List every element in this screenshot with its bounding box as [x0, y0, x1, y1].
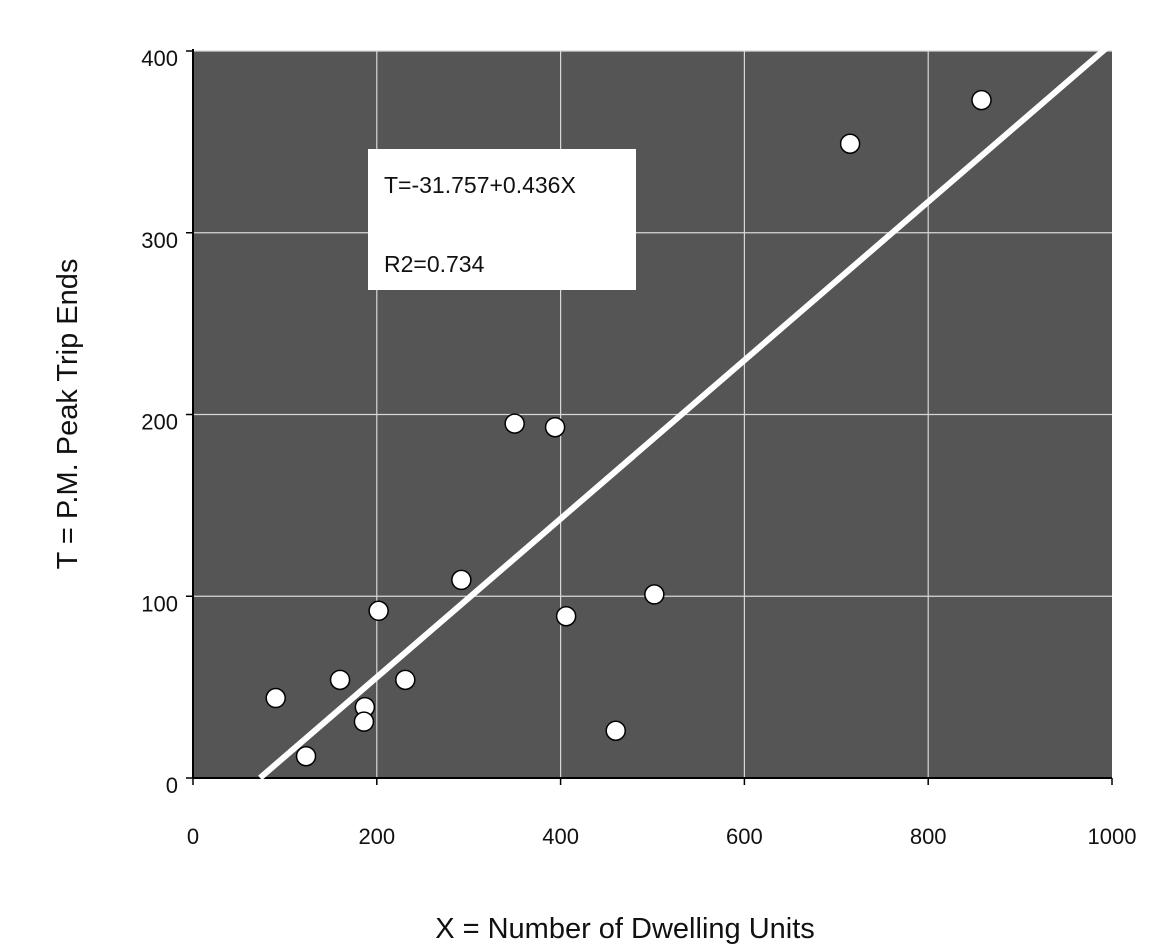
- r-squared-label: R2=0.734: [384, 251, 485, 277]
- y-tick-label-4: 400: [141, 46, 178, 71]
- annotation-box: T=-31.757+0.436X R2=0.734: [368, 149, 636, 290]
- x-tick-label-3: 600: [726, 824, 763, 849]
- data-points: [265, 89, 992, 767]
- y-tick-label-0: 0: [166, 773, 178, 798]
- x-tick-label-1: 200: [358, 824, 395, 849]
- data-point-10: [555, 605, 577, 627]
- data-point-5: [368, 600, 389, 622]
- fit-line-group: [258, 41, 1114, 781]
- tick-labels: 0 200 400 600 800 1000 0 100 200 300 400: [141, 46, 1136, 849]
- data-point-1: [295, 745, 317, 767]
- axes: [186, 49, 1113, 785]
- data-point-13: [839, 133, 861, 154]
- y-tick-label-3: 300: [141, 228, 178, 253]
- y-tick-label-1: 100: [141, 591, 178, 616]
- y-axis-title: T = P.M. Peak Trip Ends: [52, 259, 84, 570]
- data-point-4: [353, 711, 375, 732]
- data-point-0: [265, 687, 286, 709]
- data-point-8: [504, 413, 525, 434]
- data-point-9: [544, 416, 566, 438]
- regression-line: [258, 41, 1114, 781]
- data-point-14: [971, 89, 992, 111]
- x-tick-label-4: 800: [910, 824, 947, 849]
- data-point-2: [329, 669, 351, 691]
- x-axis-title: X = Number of Dwelling Units: [435, 913, 815, 945]
- equation-label: T=-31.757+0.436X: [384, 172, 576, 198]
- data-point-7: [451, 569, 472, 591]
- data-point-12: [644, 584, 665, 605]
- x-tick-label-5: 1000: [1088, 824, 1137, 849]
- y-tick-label-2: 200: [141, 410, 178, 435]
- data-point-11: [605, 720, 626, 741]
- x-tick-label-2: 400: [542, 824, 579, 849]
- annotation-background: [368, 149, 636, 290]
- x-tick-label-0: 0: [187, 824, 199, 849]
- data-point-6: [395, 669, 416, 691]
